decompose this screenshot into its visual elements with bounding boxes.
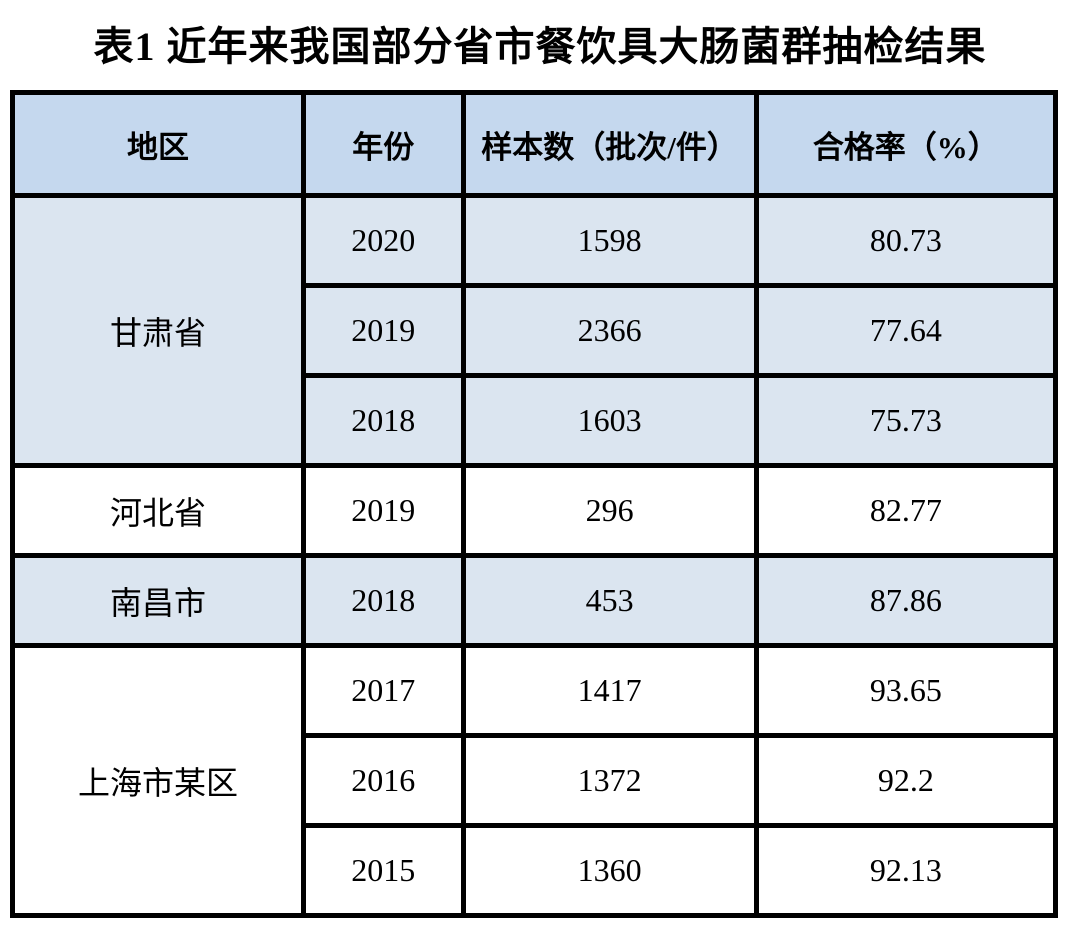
region-cell: 上海市某区: [10, 643, 306, 918]
samples-cell: 1603: [460, 373, 759, 468]
region-cell: 甘肃省: [10, 193, 306, 468]
table-row: 河北省 2019 296 82.77: [10, 463, 1059, 558]
samples-cell: 1372: [460, 733, 759, 828]
pass-rate-cell: 82.77: [753, 463, 1059, 558]
year-cell: 2017: [300, 643, 466, 738]
pass-rate-cell: 80.73: [753, 193, 1059, 288]
header-year: 年份: [300, 90, 466, 198]
table-title: 表1 近年来我国部分省市餐饮具大肠菌群抽检结果: [93, 24, 987, 69]
table-row: 2015 1360 92.13: [13, 823, 1059, 918]
year-cell: 2018: [300, 553, 466, 648]
table-row: 甘肃省 2020 1598 80.73: [10, 193, 1059, 468]
pass-rate-cell: 77.64: [753, 283, 1059, 378]
table-row: 上海市某区 2017 1417 93.65: [10, 643, 1059, 918]
year-cell: 2019: [300, 283, 466, 378]
pass-rate-cell: 92.13: [753, 823, 1059, 918]
pass-rate-cell: 75.73: [753, 373, 1059, 468]
samples-cell: 1598: [460, 193, 759, 288]
header-pass-rate: 合格率（%）: [753, 90, 1059, 198]
table-row: 南昌市 2018 453 87.86: [10, 553, 1059, 648]
samples-cell: 1417: [460, 643, 759, 738]
year-cell: 2020: [300, 193, 466, 288]
pass-rate-cell: 93.65: [753, 643, 1059, 738]
header-row: 地区 年份 样本数（批次/件） 合格率（%）: [10, 90, 1059, 198]
pass-rate-cell: 92.2: [753, 733, 1059, 828]
year-cell: 2016: [300, 733, 466, 828]
samples-cell: 453: [460, 553, 759, 648]
header-region: 地区: [10, 90, 306, 198]
year-cell: 2018: [300, 373, 466, 468]
year-cell: 2019: [300, 463, 466, 558]
table-row: 2016 1372 92.2: [13, 733, 1059, 828]
year-cell: 2015: [300, 823, 466, 918]
pass-rate-cell: 87.86: [753, 553, 1059, 648]
table-row: 2019 2366 77.64: [13, 283, 1059, 378]
samples-cell: 296: [460, 463, 759, 558]
sampling-results-table: 地区 年份 样本数（批次/件） 合格率（%） 甘肃省 2020 1598 80.…: [10, 90, 1059, 918]
table-row: 2018 1603 75.73: [13, 373, 1059, 468]
header-samples: 样本数（批次/件）: [460, 90, 759, 198]
samples-cell: 2366: [460, 283, 759, 378]
region-cell: 河北省: [10, 463, 306, 558]
region-cell: 南昌市: [10, 553, 306, 648]
samples-cell: 1360: [460, 823, 759, 918]
